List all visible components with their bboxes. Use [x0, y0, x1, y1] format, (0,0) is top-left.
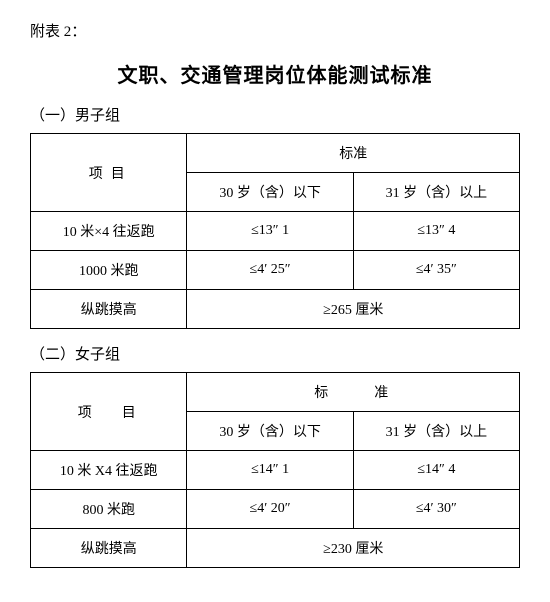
col-standard: 标准 — [187, 134, 520, 173]
col-standard: 标 准 — [187, 373, 520, 412]
row-value: ≤4′ 30″ — [353, 490, 519, 529]
col-project: 项目 — [31, 134, 187, 212]
table-row: 纵跳摸高 ≥265 厘米 — [31, 290, 520, 329]
attachment-label: 附表 2： — [30, 20, 520, 41]
col-age-under: 30 岁（含）以下 — [187, 412, 353, 451]
row-value: ≤14″ 1 — [187, 451, 353, 490]
row-name: 纵跳摸高 — [31, 529, 187, 568]
col-age-over: 31 岁（含）以上 — [353, 173, 519, 212]
row-name: 1000 米跑 — [31, 251, 187, 290]
row-value: ≤14″ 4 — [353, 451, 519, 490]
table-header-row: 项 目 标 准 — [31, 373, 520, 412]
row-value: ≤4′ 25″ — [187, 251, 353, 290]
table-row: 10 米 X4 往返跑 ≤14″ 1 ≤14″ 4 — [31, 451, 520, 490]
row-value-merged: ≥230 厘米 — [187, 529, 520, 568]
table-header-row: 项目 标准 — [31, 134, 520, 173]
section-label-male: （一）男子组 — [30, 104, 520, 125]
row-name: 800 米跑 — [31, 490, 187, 529]
section-label-female: （二）女子组 — [30, 343, 520, 364]
table-row: 10 米×4 往返跑 ≤13″ 1 ≤13″ 4 — [31, 212, 520, 251]
male-table: 项目 标准 30 岁（含）以下 31 岁（含）以上 10 米×4 往返跑 ≤13… — [30, 133, 520, 329]
col-project: 项 目 — [31, 373, 187, 451]
col-age-under: 30 岁（含）以下 — [187, 173, 353, 212]
table-row: 800 米跑 ≤4′ 20″ ≤4′ 30″ — [31, 490, 520, 529]
table-row: 纵跳摸高 ≥230 厘米 — [31, 529, 520, 568]
row-value-merged: ≥265 厘米 — [187, 290, 520, 329]
row-name: 纵跳摸高 — [31, 290, 187, 329]
row-value: ≤13″ 4 — [353, 212, 519, 251]
female-table: 项 目 标 准 30 岁（含）以下 31 岁（含）以上 10 米 X4 往返跑 … — [30, 372, 520, 568]
row-name: 10 米 X4 往返跑 — [31, 451, 187, 490]
row-value: ≤4′ 35″ — [353, 251, 519, 290]
page-title: 文职、交通管理岗位体能测试标准 — [30, 59, 520, 88]
row-name: 10 米×4 往返跑 — [31, 212, 187, 251]
row-value: ≤4′ 20″ — [187, 490, 353, 529]
col-age-over: 31 岁（含）以上 — [353, 412, 519, 451]
row-value: ≤13″ 1 — [187, 212, 353, 251]
table-row: 1000 米跑 ≤4′ 25″ ≤4′ 35″ — [31, 251, 520, 290]
